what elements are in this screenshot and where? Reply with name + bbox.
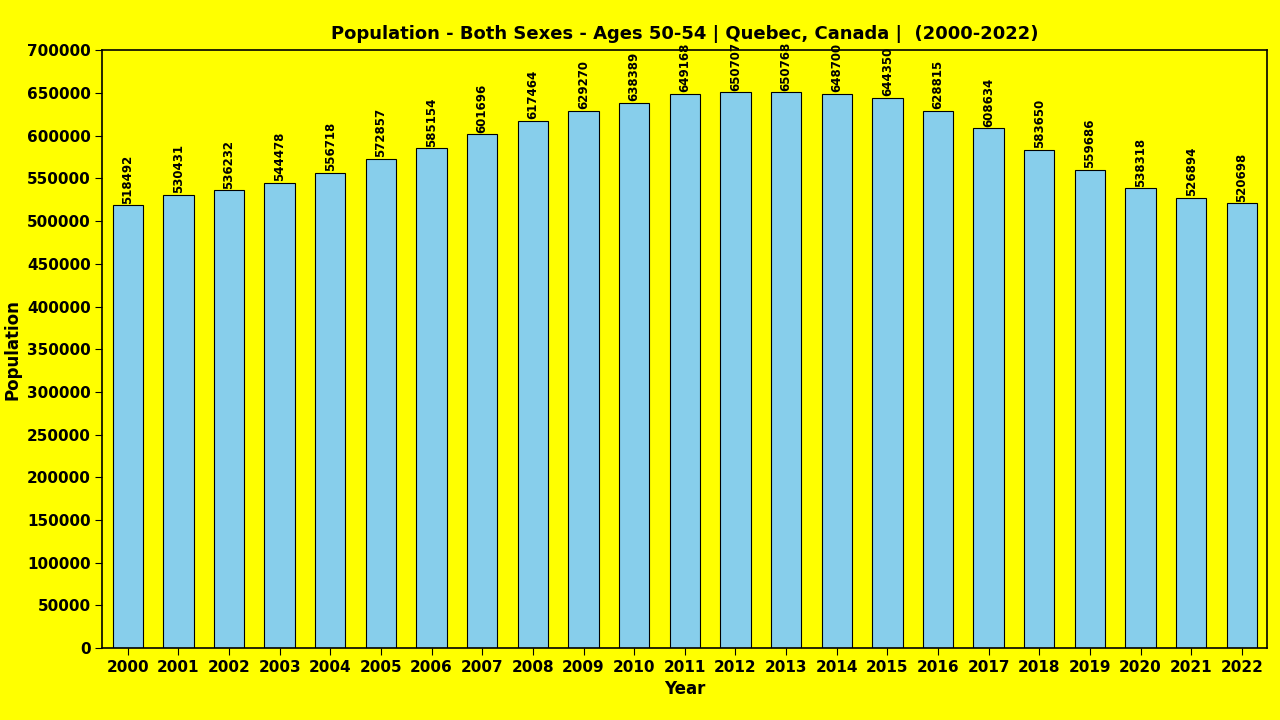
Text: 617464: 617464 (526, 70, 539, 119)
Bar (721, 92, 750, 648)
X-axis label: Year: Year (664, 680, 705, 698)
Bar (974, 128, 1004, 648)
Bar (822, 94, 852, 648)
Bar (467, 135, 498, 648)
Bar (214, 190, 244, 648)
Y-axis label: Population: Population (3, 299, 22, 400)
Bar (568, 111, 599, 648)
Bar (517, 121, 548, 648)
Bar (872, 98, 902, 648)
Bar (113, 205, 143, 648)
Bar (265, 183, 294, 648)
Text: 526894: 526894 (1185, 147, 1198, 197)
Bar (366, 159, 396, 648)
Bar (771, 92, 801, 648)
Bar (315, 173, 346, 648)
Text: 650768: 650768 (780, 42, 792, 91)
Bar (620, 103, 649, 648)
Text: 585154: 585154 (425, 97, 438, 147)
Text: 544478: 544478 (273, 132, 287, 181)
Text: 601696: 601696 (476, 84, 489, 132)
Bar (669, 94, 700, 648)
Text: 628815: 628815 (932, 60, 945, 109)
Text: 559686: 559686 (1083, 119, 1097, 168)
Bar (1024, 150, 1055, 648)
Text: 608634: 608634 (982, 78, 995, 127)
Text: 538318: 538318 (1134, 138, 1147, 186)
Text: 648700: 648700 (831, 43, 844, 92)
Text: 556718: 556718 (324, 122, 337, 171)
Text: 629270: 629270 (577, 60, 590, 109)
Bar (1176, 198, 1207, 648)
Text: 572857: 572857 (375, 108, 388, 157)
Bar (1125, 189, 1156, 648)
Text: 650707: 650707 (728, 42, 742, 91)
Text: 518492: 518492 (122, 154, 134, 204)
Text: 644350: 644350 (881, 47, 893, 96)
Text: 638389: 638389 (627, 52, 641, 102)
Text: 520698: 520698 (1235, 153, 1248, 202)
Bar (163, 195, 193, 648)
Bar (1226, 204, 1257, 648)
Bar (923, 111, 954, 648)
Text: 536232: 536232 (223, 140, 236, 189)
Bar (416, 148, 447, 648)
Text: 649168: 649168 (678, 42, 691, 92)
Text: 583650: 583650 (1033, 99, 1046, 148)
Text: 530431: 530431 (172, 145, 184, 194)
Bar (1075, 170, 1105, 648)
Title: Population - Both Sexes - Ages 50-54 | Quebec, Canada |  (2000-2022): Population - Both Sexes - Ages 50-54 | Q… (332, 25, 1038, 43)
